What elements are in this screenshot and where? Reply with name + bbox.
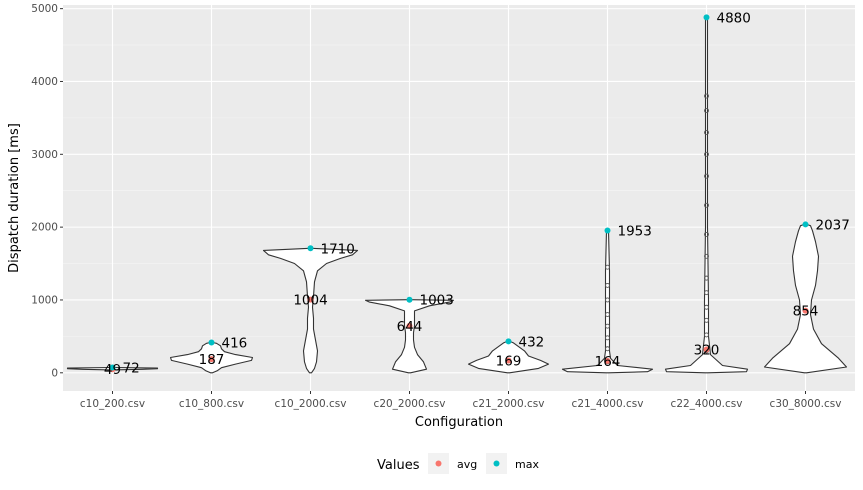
- point-max: [406, 296, 413, 303]
- tail-ring: [704, 202, 709, 208]
- x-tick-label: c21_4000.csv: [572, 398, 644, 410]
- tail-ring: [605, 346, 610, 352]
- label-avg: 164: [595, 354, 621, 370]
- label-avg: 644: [397, 319, 423, 335]
- label-layer: 49 187 1004 644 169 164 320 854 72 416 1710 1003 432…: [104, 10, 850, 378]
- point-avg: [802, 307, 809, 314]
- tail-ring: [605, 312, 610, 317]
- y-axis-title: Dispatch duration [ms]: [7, 123, 22, 273]
- axis-layer: 0 1000 2000 3000 4000 5000 c10_200.csv c10_800.…: [31, 3, 841, 410]
- label-avg: 320: [694, 342, 720, 358]
- tail-ring: [605, 282, 610, 288]
- y-tick-label: 3000: [31, 149, 58, 161]
- point-avg: [703, 346, 710, 353]
- plot-panel: [63, 5, 855, 391]
- point-max: [802, 221, 809, 228]
- tail-ring: [704, 253, 709, 259]
- point-max: [505, 338, 512, 345]
- tail-ring: [605, 335, 610, 341]
- x-tick-label: c30_8000.csv: [770, 398, 842, 410]
- tail-ring: [605, 297, 610, 303]
- tail-ring: [704, 332, 709, 338]
- label-avg: 1004: [293, 293, 327, 309]
- y-tick-label: 4000: [31, 76, 58, 88]
- legend-avg-dot: [435, 460, 442, 467]
- label-max: 72: [123, 361, 140, 377]
- label-max: 1003: [420, 293, 454, 309]
- y-tick-label: 1000: [31, 294, 58, 306]
- point-layer: [109, 14, 809, 373]
- tail-ring: [704, 173, 709, 179]
- legend: Values avg max: [377, 453, 539, 474]
- legend-label-max: max: [515, 458, 539, 471]
- y-tick-label: 0: [51, 367, 58, 379]
- tail-ring: [704, 108, 709, 114]
- tail-ring: [704, 304, 709, 310]
- point-avg: [604, 357, 611, 364]
- label-max: 4880: [717, 10, 751, 26]
- tail-ring: [704, 290, 709, 296]
- x-tick-label: c10_800.csv: [179, 398, 244, 410]
- legend-label-avg: avg: [457, 458, 477, 471]
- tail-ring: [704, 130, 709, 135]
- point-max: [208, 339, 215, 346]
- tail-ring: [704, 93, 709, 99]
- point-avg: [307, 296, 314, 303]
- point-avg: [406, 322, 413, 329]
- x-tick-label: c20_2000.csv: [374, 398, 446, 410]
- tail-ring: [704, 231, 709, 237]
- label-max: 416: [222, 335, 248, 351]
- label-avg: 169: [496, 353, 522, 369]
- y-tick-label: 5000: [31, 3, 58, 15]
- tail-ring: [704, 317, 709, 323]
- tail-ring: [704, 151, 709, 157]
- legend-title: Values: [377, 458, 420, 473]
- point-max: [703, 14, 710, 21]
- label-max: 1710: [321, 241, 355, 257]
- tail-ring: [605, 264, 610, 270]
- label-max: 432: [519, 334, 545, 350]
- point-max: [307, 245, 314, 252]
- point-avg: [208, 356, 215, 363]
- point-max: [109, 364, 116, 371]
- x-tick-label: c10_200.csv: [80, 398, 145, 410]
- legend-max-dot: [493, 460, 500, 467]
- y-tick-label: 2000: [31, 222, 58, 234]
- tail-ring: [605, 323, 610, 329]
- label-avg: 854: [793, 304, 819, 320]
- label-avg: 49: [104, 362, 121, 378]
- point-avg: [505, 357, 512, 364]
- label-max: 2037: [816, 217, 850, 233]
- point-max: [604, 227, 611, 234]
- x-tick-label: c22_4000.csv: [671, 398, 743, 410]
- x-tick-label: c10_2000.csv: [275, 398, 347, 410]
- x-axis-title: Configuration: [415, 415, 503, 430]
- label-max: 1953: [618, 224, 652, 240]
- label-avg: 187: [199, 352, 225, 368]
- tail-ring: [704, 275, 709, 281]
- x-tick-label: c21_2000.csv: [473, 398, 545, 410]
